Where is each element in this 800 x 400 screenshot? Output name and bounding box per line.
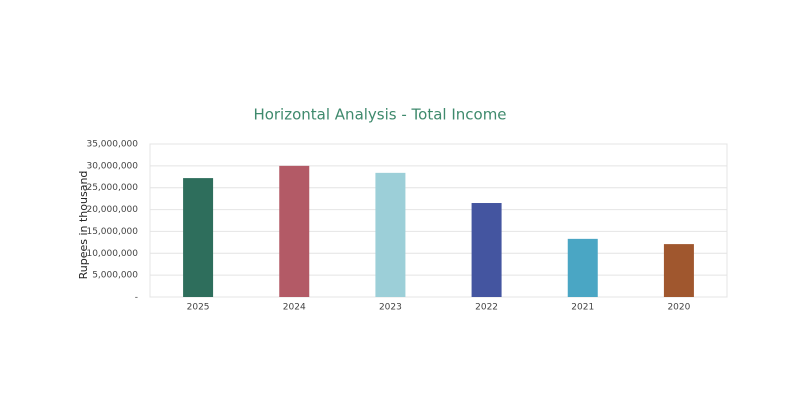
bar (279, 165, 310, 297)
y-tick-label: - (135, 293, 138, 303)
x-tick-label: 2023 (379, 303, 402, 313)
bar (375, 172, 406, 297)
y-tick-label: 10,000,000 (86, 249, 138, 259)
bar (663, 244, 694, 297)
bar (567, 238, 598, 297)
y-tick-label: 20,000,000 (86, 205, 138, 215)
y-tick-label: 25,000,000 (86, 183, 138, 193)
bar (183, 178, 214, 297)
plot-frame (149, 143, 728, 298)
y-tick-label: 15,000,000 (86, 227, 138, 237)
x-tick-label: 2021 (571, 303, 594, 313)
y-tick-label: 30,000,000 (86, 161, 138, 171)
bar (471, 203, 502, 297)
chart-title: Horizontal Analysis - Total Income (253, 106, 506, 124)
x-tick-label: 2025 (187, 303, 210, 313)
x-tick-label: 2024 (283, 303, 306, 313)
y-axis-label: Rupees in thousand (77, 171, 90, 280)
x-tick-label: 2020 (667, 303, 690, 313)
y-tick-label: 5,000,000 (92, 271, 138, 281)
y-tick-label: 35,000,000 (86, 140, 138, 150)
x-tick-label: 2022 (475, 303, 498, 313)
